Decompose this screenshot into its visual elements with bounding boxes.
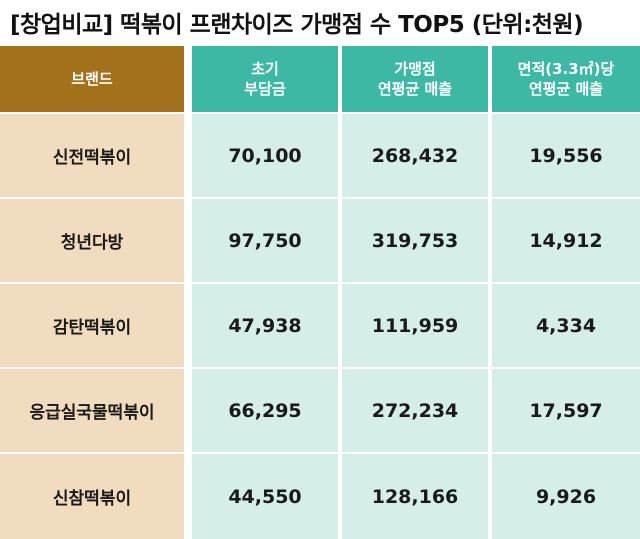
header-brand: 브랜드	[0, 46, 184, 112]
header-per-area-sales: 면적(3.3㎡)당 연평균 매출	[492, 46, 640, 112]
page-title-unit: :천원)	[523, 12, 584, 38]
table-cell-avg-sales: 128,166	[342, 452, 488, 539]
table-cell-avg-sales: 111,959	[342, 282, 488, 367]
comparison-table: 브랜드 초기 부담금 가맹점 연평균 매출 면적(3.3㎡)당 연평균 매출 신…	[0, 46, 640, 539]
header-initial-cost: 초기 부담금	[192, 46, 338, 112]
table-cell-per-area: 4,334	[492, 282, 640, 367]
page-title-main: [창업비교] 떡볶이 프랜차이즈 가맹점 수 TOP5 (단위	[10, 12, 524, 38]
header-initial-cost-line1: 초기	[251, 60, 279, 78]
table-cell-avg-sales: 319,753	[342, 197, 488, 282]
table-cell-initial: 47,938	[192, 282, 338, 367]
header-avg-sales-line1: 가맹점	[394, 60, 436, 78]
table-cell-avg-sales: 268,432	[342, 112, 488, 197]
table-cell-per-area: 14,912	[492, 197, 640, 282]
header-initial-cost-line2: 부담금	[244, 80, 286, 98]
table-row-brand: 신전떡볶이	[0, 112, 184, 197]
header-per-area-sales-line2: 연평균 매출	[528, 80, 604, 98]
table-cell-initial: 97,750	[192, 197, 338, 282]
table-row-brand: 신참떡볶이	[0, 452, 184, 539]
table-row-brand: 청년다방	[0, 197, 184, 282]
table-row-brand: 응급실국물떡볶이	[0, 367, 184, 452]
header-avg-sales-line2: 연평균 매출	[377, 80, 453, 98]
table-cell-avg-sales: 272,234	[342, 367, 488, 452]
table-cell-per-area: 9,926	[492, 452, 640, 539]
table-cell-per-area: 19,556	[492, 112, 640, 197]
table-cell-initial: 66,295	[192, 367, 338, 452]
header-per-area-sales-line1: 면적(3.3㎡)당	[517, 60, 615, 78]
table-cell-per-area: 17,597	[492, 367, 640, 452]
table-cell-initial: 70,100	[192, 112, 338, 197]
table-cell-initial: 44,550	[192, 452, 338, 539]
table-row-brand: 감탄떡볶이	[0, 282, 184, 367]
header-avg-sales: 가맹점 연평균 매출	[342, 46, 488, 112]
header-brand-label: 브랜드	[71, 70, 113, 88]
page-title: [창업비교] 떡볶이 프랜차이즈 가맹점 수 TOP5 (단위:천원)	[10, 6, 640, 44]
